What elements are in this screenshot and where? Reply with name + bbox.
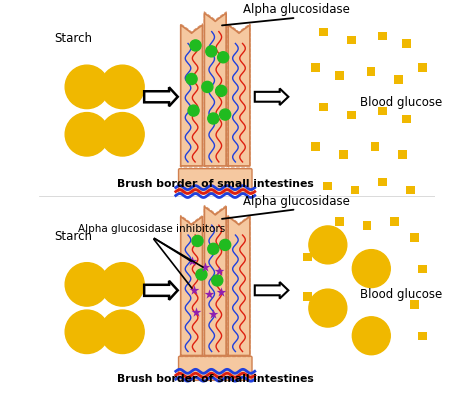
Point (190, 287, 197, 293)
Circle shape (65, 65, 109, 109)
Text: Alpha glucosidase inhibitors: Alpha glucosidase inhibitors (79, 224, 226, 234)
Circle shape (65, 113, 109, 156)
Point (206, 291, 213, 297)
Circle shape (100, 113, 144, 156)
Bar (410, 300, 419, 309)
Bar (402, 40, 411, 48)
Bar (394, 75, 403, 84)
Circle shape (309, 226, 347, 264)
Polygon shape (204, 13, 226, 166)
Point (188, 258, 195, 264)
Bar (378, 107, 387, 115)
FancyArrow shape (144, 281, 178, 300)
Polygon shape (181, 216, 202, 356)
Circle shape (219, 239, 231, 250)
Circle shape (216, 85, 227, 96)
Circle shape (212, 275, 223, 286)
Bar (319, 103, 328, 111)
Polygon shape (228, 25, 250, 166)
Circle shape (65, 263, 109, 306)
Bar (418, 265, 427, 273)
Text: Starch: Starch (54, 230, 92, 243)
Text: Alpha glucosidase: Alpha glucosidase (243, 195, 350, 208)
Bar (323, 182, 332, 190)
Circle shape (309, 289, 347, 327)
Point (218, 289, 225, 295)
Bar (339, 150, 347, 159)
Text: Blood glucose: Blood glucose (360, 288, 442, 301)
Bar (378, 32, 387, 40)
Bar (410, 233, 419, 242)
Circle shape (206, 46, 217, 57)
Circle shape (196, 269, 207, 280)
Bar (402, 115, 411, 123)
Circle shape (190, 40, 201, 51)
Text: Blood glucose: Blood glucose (360, 96, 442, 109)
Bar (390, 217, 399, 226)
Circle shape (208, 243, 219, 254)
Circle shape (186, 73, 197, 85)
Circle shape (65, 310, 109, 354)
Bar (418, 63, 427, 72)
Bar (363, 221, 371, 230)
Bar (406, 186, 415, 194)
Circle shape (352, 317, 390, 355)
Point (210, 311, 217, 317)
Bar (418, 332, 427, 340)
Bar (319, 28, 328, 36)
Circle shape (218, 52, 229, 63)
Bar (398, 150, 407, 159)
Bar (347, 111, 356, 119)
Bar (378, 178, 387, 186)
Circle shape (202, 81, 213, 92)
Circle shape (100, 310, 144, 354)
FancyBboxPatch shape (179, 356, 252, 380)
Bar (335, 217, 344, 226)
Circle shape (219, 109, 231, 120)
Bar (303, 253, 312, 261)
Bar (303, 292, 312, 301)
FancyBboxPatch shape (179, 169, 252, 193)
Bar (351, 186, 359, 194)
Bar (311, 63, 320, 72)
Bar (311, 142, 320, 151)
Point (201, 263, 209, 270)
Circle shape (188, 105, 199, 116)
Circle shape (208, 113, 219, 124)
Text: Starch: Starch (54, 32, 92, 45)
Polygon shape (204, 207, 226, 356)
Circle shape (100, 263, 144, 306)
FancyArrow shape (255, 88, 288, 105)
Polygon shape (181, 25, 202, 166)
Polygon shape (228, 216, 250, 356)
Text: Brush border of small intestines: Brush border of small intestines (117, 179, 314, 189)
Bar (371, 142, 379, 151)
Circle shape (352, 250, 390, 288)
Circle shape (192, 235, 203, 246)
Bar (347, 36, 356, 44)
Circle shape (100, 65, 144, 109)
Bar (366, 67, 375, 76)
FancyArrow shape (255, 282, 288, 299)
Text: Brush border of small intestines: Brush border of small intestines (117, 374, 314, 384)
Point (215, 267, 223, 274)
Point (191, 309, 200, 315)
Bar (335, 71, 344, 80)
Text: Alpha glucosidase: Alpha glucosidase (243, 4, 350, 16)
FancyArrow shape (144, 87, 178, 106)
